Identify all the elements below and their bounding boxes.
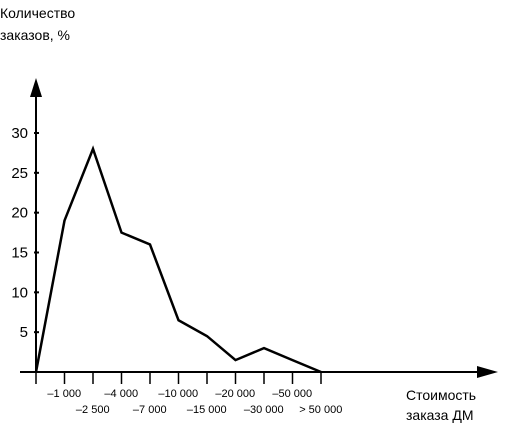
y-axis-label: Количество заказов, % [0,5,79,43]
x-tick-label-lower: –30 000 [244,404,284,416]
y-tick-label: 25 [11,165,28,182]
x-tick-label-upper: –20 000 [215,388,255,400]
x-tick-label-upper: –4 000 [104,388,138,400]
y-tick-label: 20 [11,205,28,222]
y-axis-arrow [30,78,42,97]
axes [20,78,498,378]
y-tick-label: 10 [11,284,28,301]
x-tick-label-lower: –7 000 [133,404,167,416]
x-axis-label-line-1: Стоимость [406,387,476,403]
x-tick-label-upper: –50 000 [272,388,312,400]
y-tick-label: 30 [11,125,28,142]
x-tick-label-upper: –10 000 [158,388,198,400]
x-axis-arrow [477,366,498,378]
x-tick-label-upper: –1 000 [47,388,81,400]
y-axis-label-line-1: Количество [0,5,75,21]
x-tick-label-lower: –15 000 [187,404,227,416]
y-tick-label: 15 [11,245,28,262]
x-ticks: –1 000 –4 000 –10 000 –20 000 –50 000 –2 500 –… [35,372,342,416]
y-axis-label-line-2: заказов, % [0,27,70,43]
y-ticks: 5 10 15 20 25 30 [11,125,39,341]
series-line [34,145,322,374]
y-tick-label: 5 [20,324,28,341]
x-axis-label: Стоимость заказа ДМ [406,387,480,423]
x-axis-label-line-2: заказа ДМ [406,407,474,423]
x-tick-label-lower: –2 500 [76,404,110,416]
x-tick-label-lower: > 50 000 [299,404,342,416]
series-layer [34,145,322,374]
